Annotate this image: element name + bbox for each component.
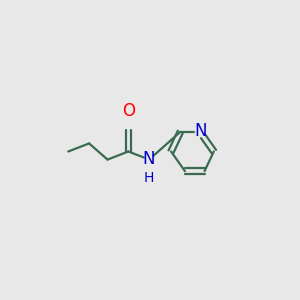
Text: N: N (142, 150, 155, 168)
Text: O: O (122, 102, 135, 120)
Text: N: N (194, 122, 207, 140)
Text: H: H (143, 171, 154, 185)
